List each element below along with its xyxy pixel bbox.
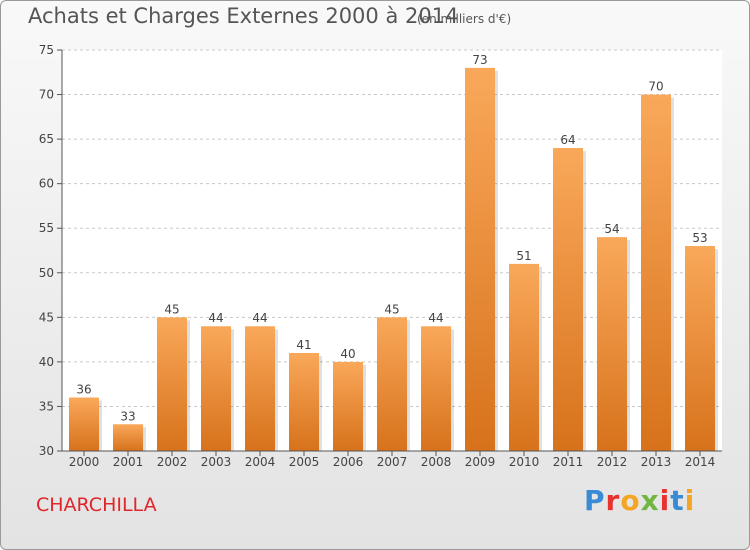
bar-2002[interactable] [157,317,187,451]
bar-value-label: 44 [252,311,267,325]
x-tick-label: 2013 [641,455,672,469]
proxiti-logo[interactable]: Proxiti [584,484,695,517]
x-tick-label: 2010 [509,455,540,469]
bar-value-label: 64 [560,133,575,147]
bar-value-label: 73 [472,53,487,67]
x-tick-label: 2014 [685,455,716,469]
x-tick-label: 2012 [597,455,628,469]
chart-title: Achats et Charges Externes 2000 à 2014 [28,4,459,28]
y-tick-label: 60 [39,177,54,191]
bar-2013[interactable] [641,94,671,452]
bar-2008[interactable] [421,326,451,451]
y-tick-label: 40 [39,355,54,369]
bar-2010[interactable] [509,263,539,451]
bar-2005[interactable] [289,352,319,451]
logo-letter: i [659,484,671,517]
bar-2012[interactable] [597,237,627,451]
bar-2000[interactable] [69,397,99,451]
bar-2009[interactable] [465,67,495,452]
y-tick-label: 35 [39,399,54,413]
bar-value-label: 51 [516,249,531,263]
x-tick-label: 2003 [201,455,232,469]
bar-value-label: 53 [692,231,707,245]
bar-2004[interactable] [245,326,275,451]
y-tick-label: 70 [39,88,54,102]
x-tick-label: 2001 [113,455,144,469]
bar-value-label: 36 [76,383,91,397]
logo-letter: r [605,484,621,517]
bar-value-label: 44 [428,311,443,325]
bar-value-label: 41 [296,338,311,352]
bars-group [69,67,718,452]
bar-value-label: 70 [648,80,663,94]
x-tick-label: 2004 [245,455,276,469]
x-tick-label: 2007 [377,455,408,469]
bar-value-label: 40 [340,347,355,361]
logo-letter: P [584,484,606,517]
bar-2003[interactable] [201,326,231,451]
x-tick-label: 2000 [69,455,100,469]
bar-value-label: 54 [604,222,619,236]
bar-value-label: 45 [164,302,179,316]
axes-group [57,49,722,456]
logo-letter: t [670,484,685,517]
bar-2007[interactable] [377,317,407,451]
x-tick-label: 2008 [421,455,452,469]
chart-subtitle: (en milliers d'€) [417,12,512,26]
y-tick-label: 50 [39,266,54,280]
x-tick-label: 2005 [289,455,320,469]
y-tick-label: 55 [39,221,54,235]
x-tick-label: 2011 [553,455,584,469]
commune-name: CHARCHILLA [36,494,157,516]
bar-value-label: 45 [384,302,399,316]
bar-value-label: 44 [208,311,223,325]
y-tick-label: 65 [39,132,54,146]
logo-letter: o [620,484,641,517]
x-tick-label: 2002 [157,455,188,469]
bar-2014[interactable] [685,246,715,451]
bar-value-label: 33 [120,409,135,423]
x-tick-label: 2006 [333,455,364,469]
logo-letter: x [640,484,660,517]
logo-letter: i [684,484,696,517]
y-tick-label: 30 [39,444,54,458]
bar-2011[interactable] [553,148,583,451]
bar-2006[interactable] [333,361,363,451]
x-tick-label: 2009 [465,455,496,469]
y-tick-label: 45 [39,310,54,324]
y-tick-label: 75 [39,43,54,57]
labels-group: 30 35 40 45 50 55 60 65 70 75 36 2000 33 2001 45 2002 44… [39,43,716,469]
bar-2001[interactable] [113,424,143,451]
